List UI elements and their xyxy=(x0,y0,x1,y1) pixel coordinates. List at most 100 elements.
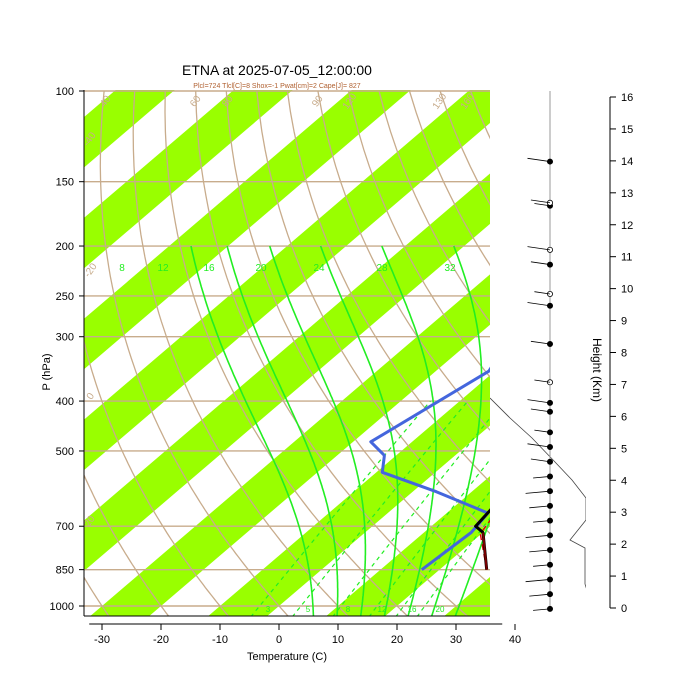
isotherm-band xyxy=(84,90,293,269)
wind-barb xyxy=(530,261,551,265)
wind-barb xyxy=(530,408,551,413)
sounding-profiles xyxy=(369,366,490,571)
dry-adiabats xyxy=(84,90,700,617)
x-tick-label: 40 xyxy=(509,634,521,646)
dry-adiabat-line xyxy=(562,91,700,617)
wind-barb xyxy=(530,340,551,345)
isotherm-band xyxy=(326,476,490,616)
moist-adiabat-line xyxy=(454,517,490,616)
x-tick-label: 0 xyxy=(276,634,282,646)
wind-envelope-line xyxy=(490,397,586,589)
x-tick-label: 30 xyxy=(450,634,462,646)
isotherm-band xyxy=(84,90,411,370)
dry-adiabat-line xyxy=(317,90,490,432)
mixing-ratio-label: 5 xyxy=(306,605,311,614)
height-tick-label: 14 xyxy=(621,156,633,168)
wind-barb xyxy=(527,399,551,404)
height-tick-label: 9 xyxy=(621,316,627,328)
x-axis-label: Temperature (C) xyxy=(247,651,327,663)
dry-adiabat-line xyxy=(654,91,700,617)
wind-barb xyxy=(527,157,551,162)
isotherm-label: -10 xyxy=(485,207,509,230)
y-tick-label: 250 xyxy=(56,291,74,303)
y-axis-label: P (hPa) xyxy=(41,353,53,390)
height-tick-label: 1 xyxy=(621,571,627,583)
wind-barb xyxy=(533,608,551,611)
y-tick-label: 850 xyxy=(56,565,74,577)
wet-adiabat-label: 24 xyxy=(313,263,325,274)
dry-adiabat-line xyxy=(684,91,700,617)
dry-adiabat-line xyxy=(378,90,490,324)
wind-barb xyxy=(533,564,551,567)
wind-barb xyxy=(530,199,551,204)
height-tick-label: 13 xyxy=(621,188,633,200)
dry-adiabat-line xyxy=(84,576,110,616)
mixing-ratio-line xyxy=(368,458,490,616)
wind-panel xyxy=(490,91,586,616)
dry-adiabat-line xyxy=(593,91,700,617)
wind-barb xyxy=(527,246,551,251)
x-tick-label: -20 xyxy=(153,634,169,646)
wind-barb xyxy=(534,203,551,207)
wet-adiabat-label: 8 xyxy=(119,263,125,274)
wind-barb xyxy=(534,429,551,433)
y-tick-label: 700 xyxy=(56,521,74,533)
wind-barb xyxy=(527,302,551,307)
parcel-line xyxy=(479,519,490,570)
height-tick-label: 0 xyxy=(621,603,627,615)
chart-subtitle: Plcl=724 Tlcl[C]=8 Shox=-1 Pwat[cm]=2 Ca… xyxy=(193,83,360,90)
height-tick-label: 12 xyxy=(621,220,633,232)
dry-adiabat-line xyxy=(347,90,490,379)
dry-adiabat-line xyxy=(623,91,700,617)
height-tick-label: 16 xyxy=(621,92,633,104)
dry-adiabat-line xyxy=(99,90,289,616)
height-tick-label: 3 xyxy=(621,507,627,519)
isotherm-band xyxy=(84,90,175,168)
isotherm-label: 10 xyxy=(487,348,508,369)
mixing-ratio-label: 8 xyxy=(346,605,351,614)
height-tick-label: 5 xyxy=(621,443,627,455)
height-tick-label: 15 xyxy=(621,124,633,136)
chart-title: ETNA at 2025-07-05_12:00:00 xyxy=(182,62,372,78)
wind-barb xyxy=(529,505,551,509)
y-tick-label: 400 xyxy=(56,396,74,408)
x-tick-label: -30 xyxy=(94,634,110,646)
wind-barb xyxy=(534,291,551,295)
height-axis-label: Height (Km) xyxy=(590,338,604,402)
x-tick-label: 20 xyxy=(391,634,403,646)
x-tick-label: -10 xyxy=(212,634,228,646)
wind-barb xyxy=(527,443,551,448)
isotherm-label: -20 xyxy=(485,133,509,156)
wind-barb xyxy=(534,379,551,383)
dry-adiabat-line xyxy=(164,90,409,616)
height-tick-label: 6 xyxy=(621,411,627,423)
y-tick-label: 300 xyxy=(56,332,74,344)
mixing-ratio-label: 12 xyxy=(378,605,387,614)
wind-barb xyxy=(530,458,551,463)
y-tick-label: 200 xyxy=(56,241,74,253)
moist-adiabat-line xyxy=(190,245,315,616)
isotherm-band xyxy=(84,90,490,471)
wind-barb xyxy=(525,490,551,494)
mixing-ratio-line xyxy=(292,400,469,616)
mixing-ratio-label: 20 xyxy=(436,605,445,614)
dry-adiabat-label: 0 xyxy=(85,391,97,402)
isotherm-band xyxy=(84,173,490,571)
mixing-ratio-label: 3 xyxy=(266,605,271,614)
wind-barb xyxy=(533,520,551,523)
height-tick-label: 8 xyxy=(621,348,627,360)
height-tick-label: 10 xyxy=(621,284,633,296)
dry-adiabat-line xyxy=(132,90,349,616)
isotherm-label: 0 xyxy=(490,278,505,294)
moist-adiabat-line xyxy=(381,245,437,616)
wind-barb xyxy=(529,593,551,597)
mixing-ratio-label: 16 xyxy=(408,605,417,614)
height-tick-label: 2 xyxy=(621,539,627,551)
dry-adiabat-line xyxy=(84,338,230,616)
y-tick-label: 150 xyxy=(56,177,74,189)
y-tick-label: 100 xyxy=(56,86,74,98)
dry-adiabat-line xyxy=(225,90,490,586)
